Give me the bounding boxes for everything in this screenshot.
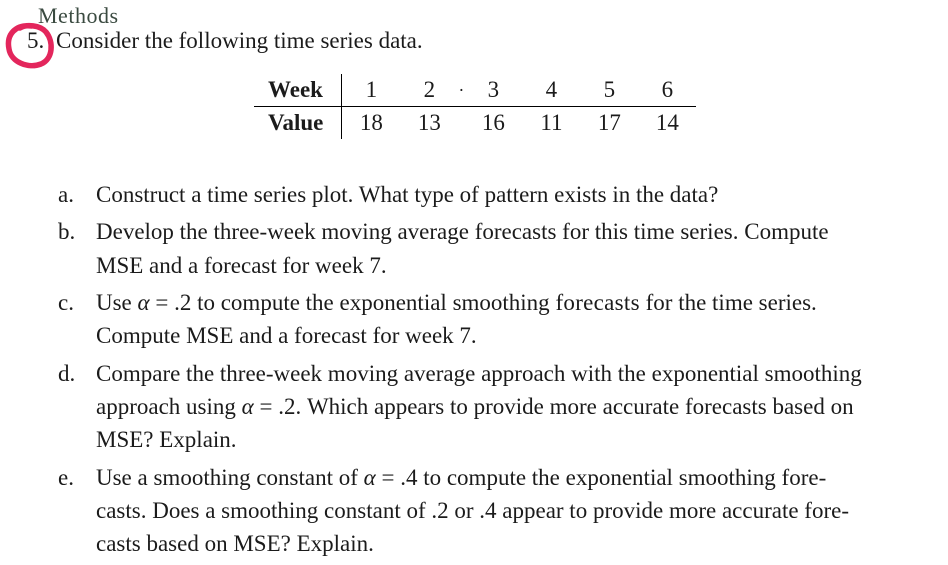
week-cell: 5 [580, 74, 638, 107]
value-cell: 14 [638, 107, 696, 140]
part-text: Construct a time series plot. What type … [96, 182, 718, 207]
part-label: d. [58, 357, 75, 390]
week-cell: 2 [400, 74, 458, 107]
part-text: = .2 to compute the exponential smoothin… [150, 290, 556, 315]
part-label: e. [58, 461, 74, 494]
alpha-symbol: α [242, 394, 254, 419]
question-text: Consider the following time series data. [56, 28, 423, 54]
part-label: b. [58, 215, 75, 248]
part-label: c. [58, 286, 74, 319]
part-text: MSE and a forecast for week 7. [96, 249, 938, 282]
part-c: c. Use α = .2 to compute the exponential… [56, 286, 938, 353]
table-row: Week 1 2 · 3 4 5 6 [254, 74, 696, 107]
part-text: Use a smoothing constant of [96, 465, 364, 490]
part-a: a. Construct a time series plot. What ty… [56, 178, 938, 211]
sub-parts: a. Construct a time series plot. What ty… [56, 178, 938, 565]
part-text: casts based on MSE? Explain. [96, 527, 938, 560]
part-b: b. Develop the three-week moving average… [56, 215, 938, 282]
question-number: 5. [27, 28, 44, 54]
alpha-symbol: α [138, 290, 150, 315]
week-cell: 3 [464, 74, 522, 107]
value-cell: 13 [400, 107, 458, 140]
value-cell: 11 [522, 107, 580, 140]
page-root: Methods 5. Consider the following time s… [0, 0, 948, 562]
part-text: = .4 to compute the exponential smoothin… [376, 465, 827, 490]
part-d: d. Compare the three-week moving average… [56, 357, 938, 457]
part-text: Use [96, 290, 138, 315]
part-e: e. Use a smoothing constant of α = .4 to… [56, 461, 938, 561]
part-text: approach using [96, 394, 242, 419]
table-row: Value 18 13 16 11 17 14 [254, 107, 696, 140]
week-cell: 1 [342, 74, 401, 107]
part-text: approach using α = .2. Which appears to … [96, 390, 938, 423]
part-text: Compute MSE and a forecast for week 7. [96, 319, 938, 352]
part-text: for the time series. [640, 290, 817, 315]
part-text: casts. Does a smoothing constant of .2 o… [96, 494, 938, 527]
value-cell: 17 [580, 107, 638, 140]
part-text: Compare the three-week moving average ap… [96, 361, 862, 386]
row-label-value: Value [254, 107, 342, 140]
alpha-symbol: α [364, 465, 376, 490]
data-table: Week 1 2 · 3 4 5 6 Value 18 13 16 11 17 … [254, 74, 696, 139]
part-label: a. [58, 178, 74, 211]
value-cell: 18 [342, 107, 401, 140]
part-text: = .2. Which appears to provide more accu… [254, 394, 854, 419]
week-cell: 4 [522, 74, 580, 107]
value-cell: 16 [464, 107, 522, 140]
part-text: forecasts [555, 290, 639, 315]
part-text: MSE? Explain. [96, 423, 938, 456]
row-label-week: Week [254, 74, 342, 107]
part-text: Develop the three-week moving average fo… [96, 219, 829, 244]
week-cell: 6 [638, 74, 696, 107]
